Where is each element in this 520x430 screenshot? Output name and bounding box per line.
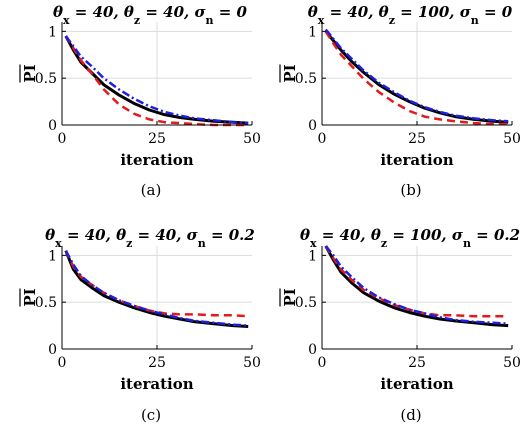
chart-panel-2: 0 25 50 0 0.5 1 iteration PI θx = 40, θz = 100, … <box>279 3 520 199</box>
panel-caption: (c) <box>141 406 161 424</box>
x-tick-label: 25 <box>148 355 166 371</box>
x-axis-label: iteration <box>380 151 453 169</box>
panel-caption: (b) <box>400 181 421 199</box>
y-tick-label: 0 <box>48 118 57 134</box>
x-tick-label: 0 <box>58 355 67 371</box>
y-tick-label: 0.5 <box>35 295 57 311</box>
y-tick-label: 0.5 <box>295 71 317 87</box>
x-axis-label: iteration <box>120 151 193 169</box>
y-tick-label: 0 <box>48 342 57 358</box>
series-line-1 <box>64 250 249 328</box>
y-axis-label-text: PI <box>281 64 299 82</box>
x-tick-label: 25 <box>408 131 426 147</box>
y-axis-label: PI <box>19 288 39 307</box>
series-line-3 <box>324 28 509 123</box>
x-tick-label: 25 <box>148 131 166 147</box>
chart-title: θx = 40, θz = 100, σn = 0.2 <box>300 226 520 250</box>
x-tick-label: 50 <box>243 355 261 371</box>
x-axis-label: iteration <box>380 375 453 393</box>
y-axis-label-text: PI <box>21 288 39 306</box>
panel-caption: (a) <box>141 181 162 199</box>
series-line-2 <box>324 245 509 318</box>
series-line-3 <box>64 250 249 327</box>
y-tick-label: 1 <box>308 24 317 40</box>
y-axis-label: PI <box>19 64 39 83</box>
x-tick-label: 50 <box>243 131 261 147</box>
chart-title: θx = 40, θz = 100, σn = 0 <box>308 3 513 27</box>
x-tick-label: 0 <box>58 131 67 147</box>
y-axis-label-text: PI <box>281 288 299 306</box>
x-tick-label: 50 <box>503 355 520 371</box>
chart-title: θx = 40, θz = 40, σn = 0 <box>53 3 248 27</box>
series-line-1 <box>324 245 509 328</box>
y-tick-label: 0.5 <box>35 71 57 87</box>
series-line-2 <box>324 30 509 126</box>
chart-panel-4: 0 25 50 0 0.5 1 iteration PI θx = 40, θz = 100, … <box>279 226 520 424</box>
y-axis-label-text: PI <box>21 64 39 82</box>
y-tick-label: 0 <box>308 342 317 358</box>
y-tick-label: 1 <box>48 24 57 40</box>
x-tick-label: 0 <box>318 131 327 147</box>
x-tick-label: 50 <box>503 131 520 147</box>
chart-panel-1: 0 25 50 0 0.5 1 iteration PI θx = 40, θz = 40, σ… <box>19 3 261 199</box>
x-axis-label: iteration <box>120 375 193 393</box>
x-tick-label: 25 <box>408 355 426 371</box>
y-tick-label: 0 <box>308 118 317 134</box>
y-tick-label: 1 <box>48 248 57 264</box>
panel-caption: (d) <box>400 406 421 424</box>
y-tick-label: 0.5 <box>295 295 317 311</box>
series-line-3 <box>64 35 249 125</box>
chart-panel-3: 0 25 50 0 0.5 1 iteration PI θx = 40, θz = 40, σ… <box>19 226 261 424</box>
chart-title: θx = 40, θz = 40, σn = 0.2 <box>45 226 255 250</box>
x-tick-label: 0 <box>318 355 327 371</box>
y-axis-label: PI <box>279 64 299 83</box>
series-line-3 <box>324 245 509 325</box>
y-tick-label: 1 <box>308 248 317 264</box>
y-axis-label: PI <box>279 288 299 307</box>
